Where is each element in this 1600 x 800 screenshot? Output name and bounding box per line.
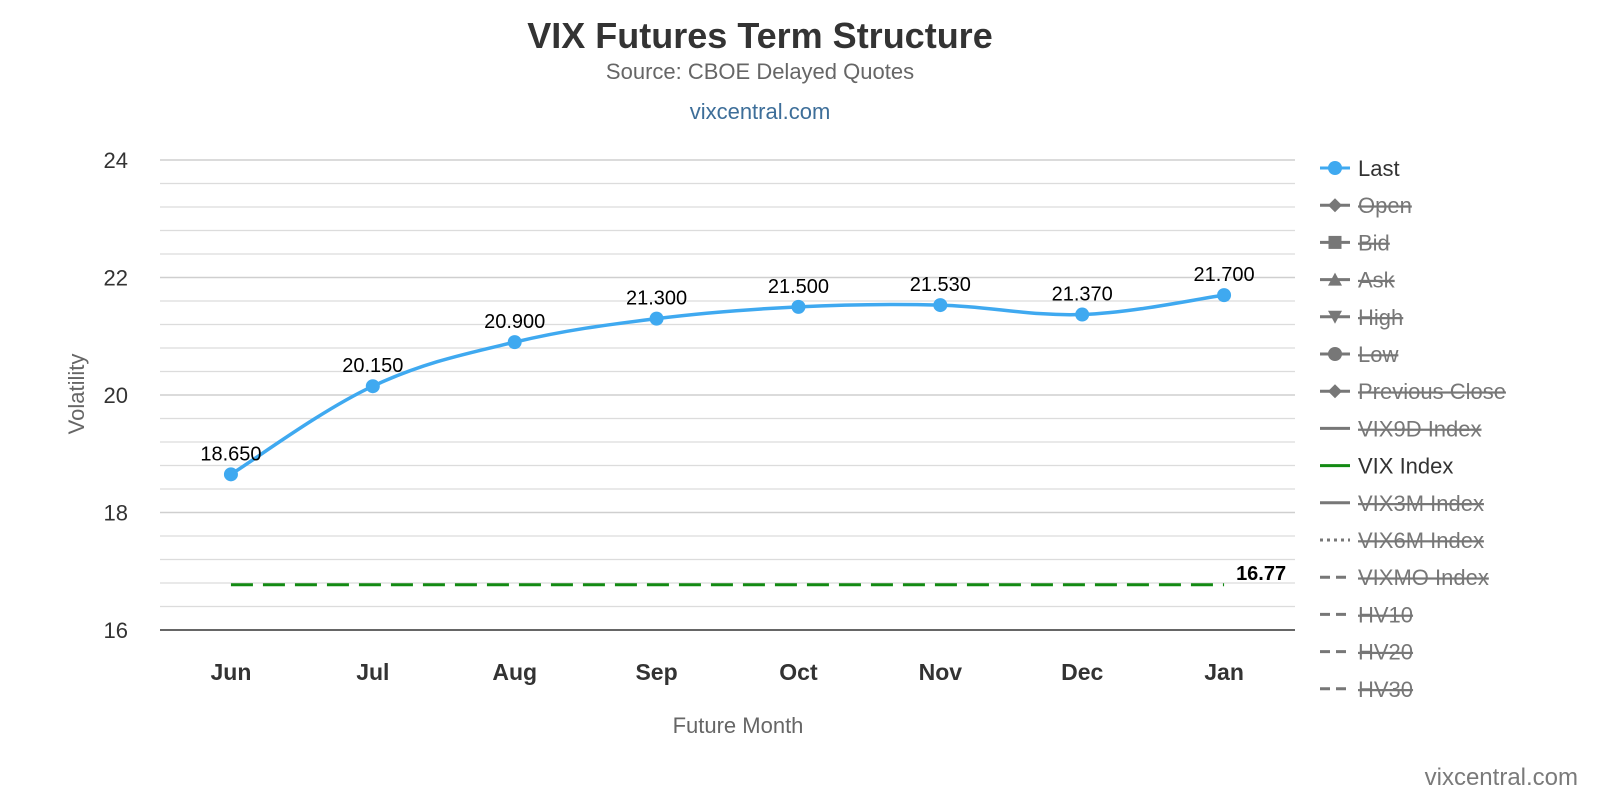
- legend-label: VIX9D Index: [1358, 416, 1482, 441]
- last-data-label: 21.530: [910, 274, 971, 296]
- chart-title: VIX Futures Term Structure: [527, 15, 992, 56]
- last-data-label: 20.900: [484, 311, 545, 333]
- series-layer: 16.77 18.650 20.150 20.900 21.300 21.500 21.53…: [200, 264, 1286, 587]
- legend-label: HV10: [1358, 602, 1413, 627]
- legend-label: Last: [1358, 156, 1400, 181]
- legend-item-last[interactable]: Last: [1320, 156, 1400, 181]
- x-axis-title: Future Month: [673, 713, 804, 738]
- legend-label: Bid: [1358, 230, 1390, 255]
- last-point-oct[interactable]: [791, 299, 806, 314]
- legend-item-low[interactable]: Low: [1320, 342, 1398, 367]
- legend-marker-symbol: [1328, 384, 1342, 399]
- x-tick-label-sep: Sep: [635, 659, 677, 685]
- legend-item-bid[interactable]: Bid: [1320, 230, 1390, 255]
- legend-marker-symbol: [1328, 235, 1342, 249]
- last-data-label: 21.500: [768, 276, 829, 298]
- last-point-sep[interactable]: [649, 311, 664, 326]
- legend-label: Previous Close: [1358, 379, 1506, 404]
- legend-marker-symbol: [1328, 198, 1342, 213]
- legend-label: HV30: [1358, 677, 1413, 702]
- legend-item-open[interactable]: Open: [1320, 193, 1412, 218]
- last-data-label: 21.300: [626, 288, 687, 310]
- grid-lines: [160, 159, 1295, 608]
- y-tick-label: 24: [104, 148, 128, 173]
- x-tick-label-jul: Jul: [356, 659, 389, 685]
- legend-label: VIX3M Index: [1358, 491, 1484, 516]
- legend-label: High: [1358, 305, 1403, 330]
- y-axis-title: Volatility: [64, 354, 89, 435]
- x-tick-label-jan: Jan: [1204, 659, 1244, 685]
- last-point-jul[interactable]: [365, 379, 380, 394]
- x-tick-label-jun: Jun: [210, 659, 251, 685]
- last-point-jan[interactable]: [1217, 288, 1232, 303]
- y-tick-label: 16: [104, 618, 128, 643]
- legend-label: Ask: [1358, 268, 1396, 293]
- last-series-line: [230, 293, 1225, 476]
- x-axis: Jun Jul Aug Sep Oct Nov Dec Jan: [160, 629, 1295, 685]
- vixcentral-link[interactable]: vixcentral.com: [690, 99, 831, 124]
- legend-marker-symbol: [1328, 310, 1342, 324]
- legend-item-high[interactable]: High: [1320, 305, 1403, 330]
- chart-subtitle: Source: CBOE Delayed Quotes: [606, 59, 914, 84]
- legend: Last Open Bid Ask High Low Previous Close VIX9D…: [1320, 156, 1506, 702]
- last-point-aug[interactable]: [507, 335, 522, 350]
- legend-label: VIXMO Index: [1358, 565, 1489, 590]
- legend-item-vix-index[interactable]: VIX Index: [1320, 454, 1453, 479]
- legend-label: HV20: [1358, 640, 1413, 665]
- legend-item-hv20[interactable]: HV20: [1320, 640, 1413, 665]
- last-point-nov[interactable]: [933, 298, 948, 313]
- legend-marker-symbol: [1328, 347, 1342, 361]
- legend-item-hv10[interactable]: HV10: [1320, 602, 1413, 627]
- y-tick-label: 20: [104, 383, 128, 408]
- last-point-jun[interactable]: [223, 467, 238, 482]
- x-tick-label-oct: Oct: [779, 659, 818, 685]
- legend-item-hv30[interactable]: HV30: [1320, 677, 1413, 702]
- legend-marker-symbol: [1328, 272, 1342, 286]
- credit-text[interactable]: vixcentral.com: [1425, 764, 1578, 791]
- last-data-label: 20.150: [342, 355, 403, 377]
- x-tick-label-nov: Nov: [919, 659, 963, 685]
- x-tick-label-dec: Dec: [1061, 659, 1103, 685]
- legend-marker-symbol: [1328, 161, 1342, 175]
- vix-index-value-label: 16.77: [1236, 563, 1286, 585]
- y-axis: 16 18 20 22 24: [104, 148, 128, 643]
- y-tick-label: 22: [104, 266, 128, 291]
- legend-item-vix6m-index[interactable]: VIX6M Index: [1320, 528, 1484, 553]
- y-tick-label: 18: [104, 501, 128, 526]
- legend-label: Open: [1358, 193, 1412, 218]
- last-data-label: 18.650: [200, 443, 261, 465]
- x-tick-label-aug: Aug: [492, 659, 537, 685]
- last-data-label: 21.700: [1193, 264, 1254, 286]
- legend-item-vixmo-index[interactable]: VIXMO Index: [1320, 565, 1489, 590]
- legend-item-vix9d-index[interactable]: VIX9D Index: [1320, 416, 1482, 441]
- last-point-dec[interactable]: [1075, 307, 1090, 322]
- legend-item-previous-close[interactable]: Previous Close: [1320, 379, 1506, 404]
- last-data-label: 21.370: [1052, 284, 1113, 306]
- legend-label: VIX Index: [1358, 454, 1453, 479]
- legend-label: VIX6M Index: [1358, 528, 1484, 553]
- legend-item-ask[interactable]: Ask: [1320, 268, 1396, 293]
- legend-label: Low: [1358, 342, 1398, 367]
- legend-item-vix3m-index[interactable]: VIX3M Index: [1320, 491, 1484, 516]
